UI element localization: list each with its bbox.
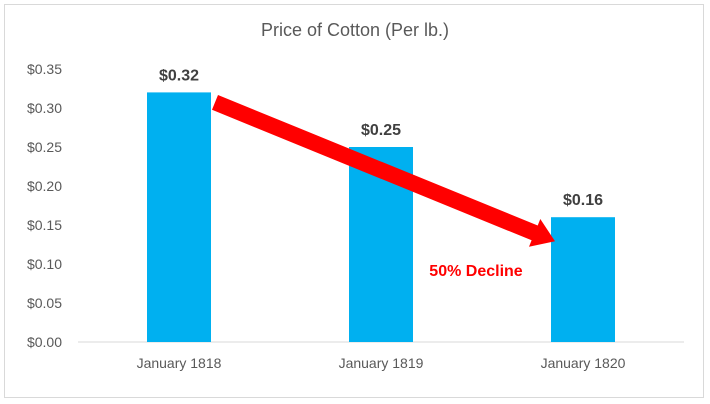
data-label: $0.25 (361, 122, 401, 139)
decline-label: 50% Decline (429, 263, 522, 280)
y-tick-label: $0.25 (27, 139, 62, 155)
chart-title: Price of Cotton (Per lb.) (261, 20, 449, 40)
data-label: $0.16 (563, 192, 603, 209)
data-labels: $0.32 $0.25 $0.16 (159, 67, 603, 209)
x-tick-label: January 1820 (541, 355, 626, 371)
decline-annotation: 50% Decline (212, 95, 555, 280)
bar (551, 217, 615, 342)
x-tick-label: January 1819 (339, 355, 424, 371)
y-tick-label: $0.05 (27, 295, 62, 311)
y-axis: $0.00 $0.05 $0.10 $0.15 $0.20 $0.25 $0.30 $0.35 (27, 61, 62, 350)
data-label: $0.32 (159, 67, 199, 84)
bars (147, 92, 615, 343)
y-tick-label: $0.30 (27, 100, 62, 116)
decline-arrow (212, 95, 555, 247)
y-tick-label: $0.10 (27, 256, 62, 272)
x-axis: January 1818 January 1819 January 1820 (78, 341, 684, 371)
y-tick-label: $0.20 (27, 178, 62, 194)
x-tick-label: January 1818 (137, 355, 222, 371)
y-tick-label: $0.00 (27, 334, 62, 350)
bar (147, 92, 211, 343)
y-tick-label: $0.15 (27, 217, 62, 233)
y-tick-label: $0.35 (27, 61, 62, 77)
